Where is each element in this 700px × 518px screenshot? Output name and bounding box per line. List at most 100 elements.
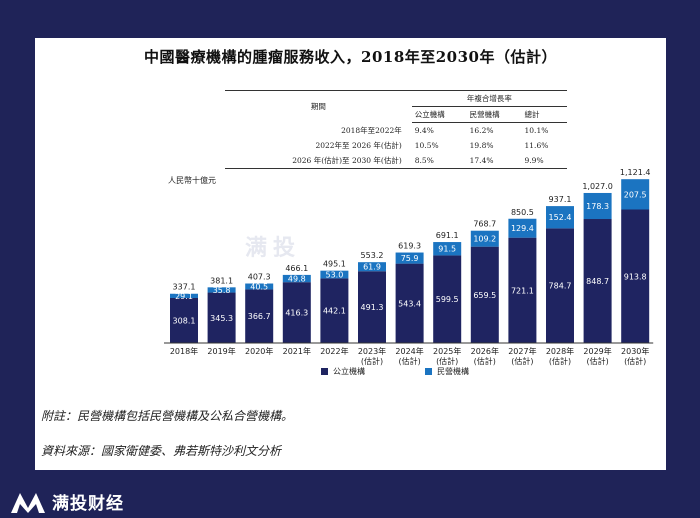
label-public: 416.3 [285, 309, 308, 318]
chart-card: 中國醫療機構的腫瘤服務收入，2018年至2030年（估計） 期間 年複合增長率 … [35, 38, 666, 470]
bar-private [358, 262, 386, 272]
cagr-private: 19.8% [469, 140, 494, 150]
cagr-public: 10.5% [414, 140, 439, 150]
x-tick-label: (估計) [436, 356, 458, 366]
label-public: 784.7 [549, 282, 572, 291]
brand-name: 满投财经 [52, 494, 124, 514]
label-total: 1,027.0 [582, 182, 613, 191]
cagr-total: 9.9% [521, 152, 567, 169]
cagr-table: 期間 年複合增長率 公立機構 民營機構 總計 2018年至2022年 9.4% … [225, 90, 567, 169]
cagr-row: 2022年至 2026 年(估計) 10.5% 19.8% 11.6% [225, 138, 567, 153]
x-tick-label: 2020年 [245, 346, 273, 356]
x-tick-label: 2022年 [320, 346, 348, 356]
cagr-public: 9.4% [414, 125, 434, 135]
label-private: 29.1 [175, 292, 193, 301]
label-public: 442.1 [323, 307, 346, 316]
bar-public [546, 228, 574, 343]
source-note: 資料來源：國家衛健委、弗若斯特沙利文分析 [41, 444, 282, 458]
x-tick-label: (估計) [361, 356, 383, 366]
x-tick-label: 2028年 [546, 346, 574, 356]
x-tick-label: (估計) [549, 356, 571, 366]
label-public: 599.5 [436, 295, 459, 304]
x-tick-label: 2029年 [583, 346, 611, 356]
cagr-group-header: 年複合增長率 [411, 90, 567, 107]
cagr-row: 2026 年(估計)至 2030 年(估計) 8.5% 17.4% 9.9% [225, 152, 567, 169]
label-private: 109.2 [473, 235, 496, 244]
chart-title: 中國醫療機構的腫瘤服務收入，2018年至2030年（估計） [144, 48, 557, 66]
cagr-period: 2018年至2022年 [341, 125, 402, 135]
label-public: 366.7 [248, 312, 271, 321]
label-total: 495.1 [323, 260, 346, 269]
cagr-period: 2026 年(估計)至 2030 年(估計) [225, 152, 412, 169]
bar-private [170, 293, 198, 298]
label-total: 553.2 [361, 251, 384, 260]
x-tick-label: (估計) [624, 356, 646, 366]
bar-public [282, 282, 311, 343]
legend-label-public: 公立機構 [333, 366, 365, 376]
x-tick-label: (估計) [398, 356, 420, 366]
label-private: 61.9 [363, 263, 381, 272]
bar-public [320, 278, 349, 343]
label-private: 152.4 [549, 213, 572, 222]
bar-public [207, 292, 236, 343]
label-public: 721.1 [511, 286, 534, 295]
brand-logo: 满投财经 [10, 489, 124, 514]
label-public: 913.8 [624, 272, 647, 281]
x-tick-label: 2024年 [395, 346, 423, 356]
bar-public [170, 297, 198, 343]
label-public: 543.4 [398, 299, 421, 308]
footnote: 附註：民營機構包括民營機構及公私合營機構。 [41, 409, 294, 423]
bar-public [508, 237, 537, 343]
bar-private [470, 230, 499, 247]
cagr-total: 10.1% [524, 125, 549, 135]
x-tick-label: 2021年 [283, 346, 311, 356]
bar-private [621, 179, 650, 210]
cagr-private: 17.4% [466, 152, 522, 169]
bar-private [433, 242, 462, 256]
label-total: 337.1 [173, 283, 196, 292]
cagr-total-header: 總計 [521, 106, 567, 123]
label-total: 381.1 [210, 276, 233, 285]
x-tick-label: 2025年 [433, 346, 461, 356]
bar-private [395, 252, 424, 264]
x-tick-label: (估計) [586, 356, 608, 366]
cagr-period-header: 期間 [225, 90, 412, 123]
bar-private [282, 274, 311, 283]
label-private: 178.3 [586, 202, 609, 211]
bar-public [245, 289, 274, 343]
x-tick-label: (估計) [511, 356, 533, 366]
label-private: 53.0 [325, 271, 343, 280]
x-tick-label: 2026年 [471, 346, 499, 356]
label-public: 308.1 [173, 316, 196, 325]
label-total: 768.7 [473, 220, 496, 229]
bar-public [621, 209, 650, 343]
cagr-public: 8.5% [411, 152, 467, 169]
label-private: 40.5 [250, 282, 268, 291]
cagr-public-header: 公立機構 [411, 106, 467, 123]
bar-public [470, 246, 499, 343]
cagr-private-header: 民營機構 [466, 106, 522, 123]
label-private: 35.8 [213, 286, 231, 295]
label-total: 937.1 [549, 195, 572, 204]
label-private: 207.5 [624, 190, 647, 199]
cagr-period: 2022年至 2026 年(估計) [315, 140, 402, 150]
label-total: 691.1 [436, 231, 459, 240]
label-private: 129.4 [511, 224, 534, 233]
bar-public [358, 271, 386, 343]
watermark: 满投 [245, 236, 302, 261]
label-private: 91.5 [438, 245, 456, 254]
bar-public [583, 219, 612, 343]
bar-private [583, 192, 612, 220]
x-tick-label: (估計) [474, 356, 496, 366]
label-total: 850.5 [511, 208, 534, 217]
bar-private [508, 218, 537, 238]
brand-mark-icon [11, 492, 45, 513]
unit-label: 人民幣十億元 [168, 175, 216, 185]
bar-public [433, 255, 462, 343]
label-private: 49.8 [288, 275, 306, 284]
label-total: 619.3 [398, 242, 421, 251]
bar-private [320, 270, 349, 279]
bar-private [207, 287, 236, 293]
bar-public [395, 263, 424, 343]
